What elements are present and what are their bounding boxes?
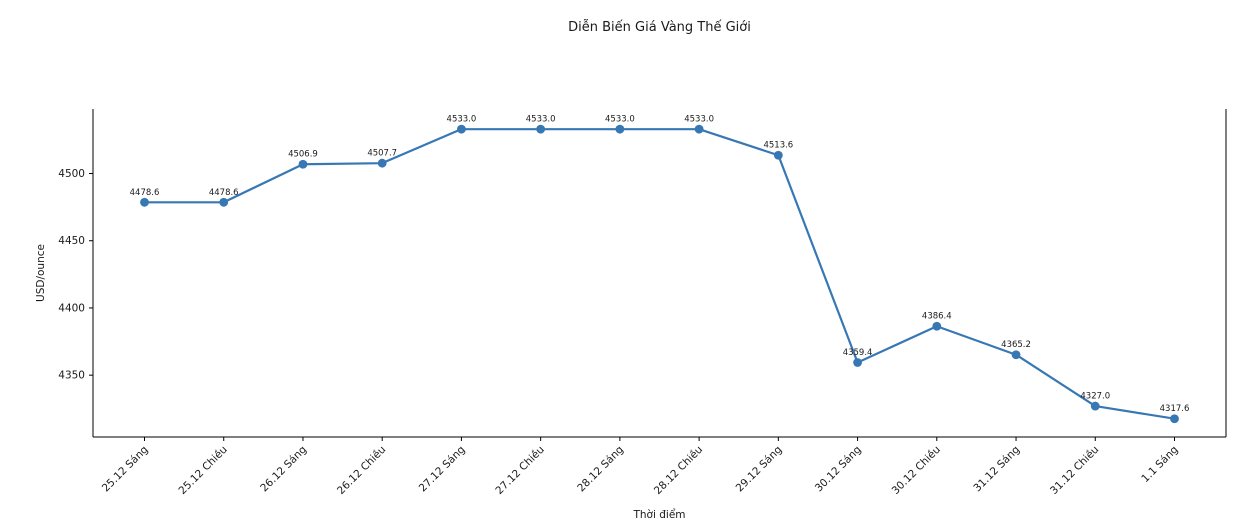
data-point <box>615 124 625 134</box>
x-tick-label: 29.12 Sáng <box>734 444 785 495</box>
data-point <box>219 197 229 207</box>
data-point <box>298 159 308 169</box>
data-point <box>694 124 704 134</box>
data-point-label: 4359.4 <box>843 348 873 358</box>
data-point <box>1170 414 1179 424</box>
chart-title: Diễn Biến Giá Vàng Thế Giới <box>568 20 751 35</box>
x-tick-label: 27.12 Chiều <box>493 444 546 497</box>
data-point <box>457 124 466 134</box>
y-tick-label: 4350 <box>58 370 85 382</box>
data-point-label: 4327.0 <box>1080 392 1110 402</box>
x-tick-label: 25.12 Sáng <box>100 444 151 495</box>
data-point-label: 4478.6 <box>130 188 160 198</box>
data-point-label: 4533.0 <box>526 115 556 125</box>
data-point <box>536 124 546 134</box>
x-tick-label: 25.12 Chiều <box>177 444 230 497</box>
data-point-label: 4533.0 <box>605 115 635 125</box>
data-point <box>377 158 387 168</box>
x-tick-label: 28.12 Sáng <box>575 444 626 495</box>
data-point <box>1090 401 1100 411</box>
data-point <box>140 197 149 207</box>
data-point-label: 4365.2 <box>1001 340 1031 350</box>
y-axis-label: USD/ounce <box>35 244 47 302</box>
data-point <box>853 358 862 367</box>
data-point-label: 4386.4 <box>922 312 952 322</box>
x-tick-label: 26.12 Sáng <box>258 444 309 495</box>
data-point-label: 4533.0 <box>447 115 477 125</box>
y-tick-label: 4400 <box>58 302 85 314</box>
data-point-label: 4513.6 <box>763 141 793 151</box>
x-axis-label: Thời điểm <box>632 508 685 521</box>
data-point <box>773 150 783 160</box>
x-tick-label: 27.12 Sáng <box>417 444 468 495</box>
y-tick-label: 4500 <box>58 168 85 180</box>
data-point-label: 4507.7 <box>367 149 397 159</box>
data-point <box>1011 350 1021 360</box>
x-tick-label: 31.12 Sáng <box>971 444 1022 495</box>
x-tick-label: 1.1 Sáng <box>1139 444 1180 485</box>
y-tick-label: 4450 <box>58 235 85 247</box>
data-point-label: 4533.0 <box>684 115 714 125</box>
data-point-label: 4478.6 <box>209 188 239 198</box>
data-point-label: 4317.6 <box>1160 404 1190 414</box>
x-tick-label: 28.12 Chiều <box>652 444 705 497</box>
x-tick-label: 30.12 Chiều <box>890 444 943 497</box>
data-point <box>932 321 942 331</box>
x-tick-label: 30.12 Sáng <box>813 444 864 495</box>
x-tick-label: 26.12 Chiều <box>335 444 388 497</box>
data-point-label: 4506.9 <box>288 150 318 160</box>
x-tick-label: 31.12 Chiều <box>1048 444 1101 497</box>
line-series <box>143 128 1176 420</box>
